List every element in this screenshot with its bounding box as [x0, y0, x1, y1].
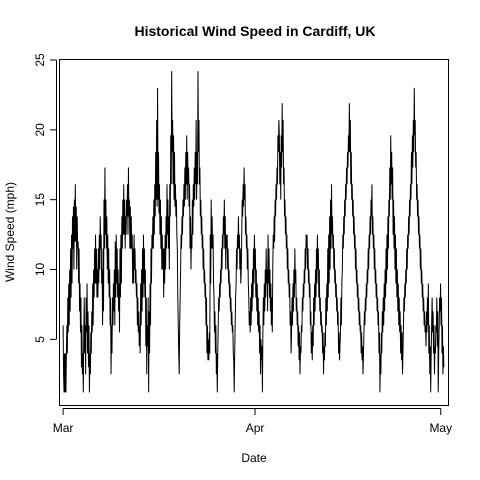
y-axis-label: Wind Speed (mph): [3, 182, 17, 282]
plot-frame: [59, 59, 449, 406]
y-axis: 5 10 15 20 25: [33, 53, 57, 343]
y-tick-label: 20: [33, 123, 47, 137]
y-tick-label: 10: [33, 263, 47, 277]
y-tick-label: 15: [33, 193, 47, 207]
y-tick-label: 5: [33, 336, 47, 343]
x-tick-label: May: [429, 421, 452, 435]
x-tick-label: Apr: [246, 421, 265, 435]
x-axis: Mar Apr May: [53, 408, 452, 435]
x-axis-label: Date: [241, 451, 267, 465]
y-tick-label: 25: [33, 53, 47, 67]
chart-title: Historical Wind Speed in Cardiff, UK: [134, 23, 375, 39]
x-tick-label: Mar: [53, 421, 74, 435]
wind-speed-line: [62, 71, 445, 393]
